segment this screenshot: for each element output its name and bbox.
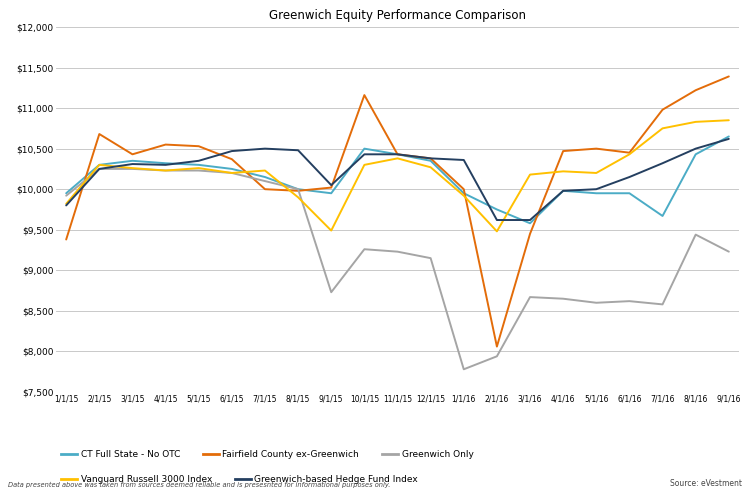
Text: Data presented above was taken from sources deemed reliable and is presesnted fo: Data presented above was taken from sour… <box>8 482 390 488</box>
Text: Source: eVestment: Source: eVestment <box>670 479 742 488</box>
Legend: Vanguard Russell 3000 Index, Greenwich-based Hedge Fund Index: Vanguard Russell 3000 Index, Greenwich-b… <box>61 475 418 484</box>
Title: Greenwich Equity Performance Comparison: Greenwich Equity Performance Comparison <box>269 9 526 22</box>
